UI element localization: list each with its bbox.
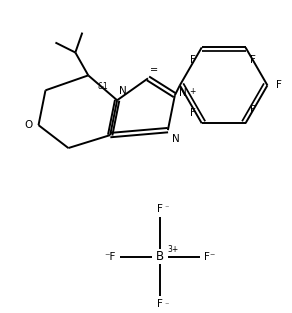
Text: F: F xyxy=(157,204,163,214)
Text: =: = xyxy=(150,65,158,75)
Text: N: N xyxy=(179,88,187,98)
Text: &1: &1 xyxy=(97,82,108,91)
Text: F: F xyxy=(249,105,256,115)
Text: F⁻: F⁻ xyxy=(204,252,215,262)
Text: +: + xyxy=(189,87,195,96)
Text: 3+: 3+ xyxy=(168,245,179,254)
Text: N: N xyxy=(172,134,180,144)
Text: B: B xyxy=(156,250,164,263)
Text: O: O xyxy=(24,120,32,130)
Text: F: F xyxy=(249,55,256,65)
Text: F: F xyxy=(190,108,196,118)
Text: F: F xyxy=(276,80,282,90)
Text: F: F xyxy=(157,299,163,309)
Text: F: F xyxy=(190,55,196,65)
Text: N: N xyxy=(119,86,127,96)
Text: ⁻: ⁻ xyxy=(165,301,169,310)
Text: ⁻: ⁻ xyxy=(165,203,169,212)
Text: ⁻F: ⁻F xyxy=(105,252,116,262)
